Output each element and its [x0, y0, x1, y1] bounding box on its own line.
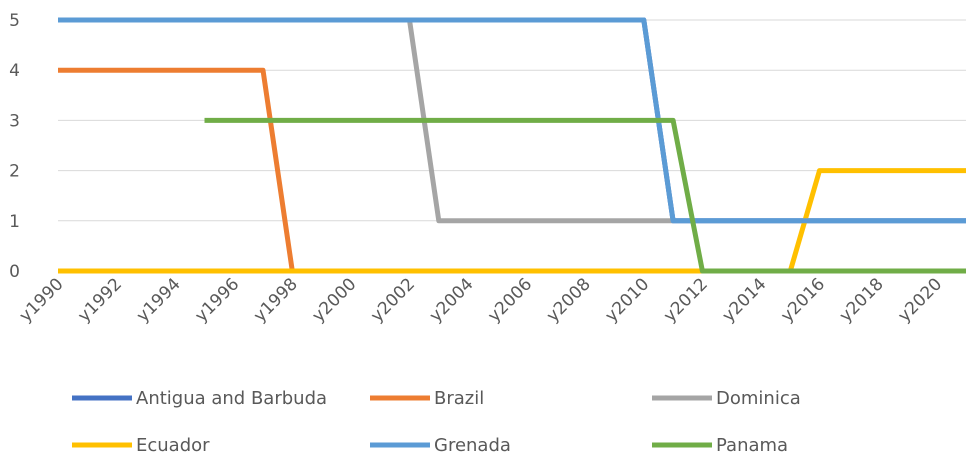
legend-label: Ecuador [136, 435, 210, 456]
gridlines [58, 19, 966, 272]
legend-label: Dominica [716, 388, 801, 409]
x-tick-label: y1992 [74, 274, 126, 326]
x-tick-label: y2010 [601, 274, 653, 326]
legend-label: Grenada [434, 435, 511, 456]
y-tick-label: 0 [9, 262, 20, 282]
legend-label: Antigua and Barbuda [136, 388, 327, 409]
x-tick-label: y2018 [836, 274, 888, 326]
y-tick-label: 2 [9, 162, 20, 182]
x-tick-label: y1994 [133, 274, 185, 326]
x-tick-label: y2012 [660, 274, 712, 326]
legend-item: Antigua and Barbuda [72, 388, 327, 409]
series-line-grenada [58, 17, 966, 224]
x-tick-label: y1990 [16, 274, 68, 326]
legend-item: Panama [652, 435, 788, 456]
series-line-dominica [407, 19, 674, 224]
legend-item: Ecuador [72, 435, 210, 456]
x-tick-label: y2008 [543, 274, 595, 326]
y-tick-label: 1 [9, 212, 20, 232]
x-tick-label: y2006 [484, 274, 536, 326]
x-tick-label: y2002 [367, 274, 419, 326]
legend-item: Grenada [370, 435, 511, 456]
x-tick-label: y2016 [777, 274, 829, 326]
y-axis-ticks: 0 1 2 3 4 5 [9, 11, 20, 282]
x-tick-label: y2000 [309, 274, 361, 326]
legend-item: Dominica [652, 388, 801, 409]
x-tick-label: y1996 [191, 274, 243, 326]
x-tick-label: y2014 [719, 274, 771, 326]
x-tick-label: y1998 [250, 274, 302, 326]
legend: Antigua and Barbuda Brazil Dominica Ecuador… [72, 388, 801, 456]
series-line-panama [204, 117, 966, 274]
series-lines [58, 17, 966, 274]
x-axis-ticks: y1990 y1992 y1994 y1996 y1998 y2000 y2002 y2004… [16, 274, 947, 326]
legend-item: Brazil [370, 388, 484, 409]
y-tick-label: 4 [9, 61, 20, 81]
y-tick-label: 5 [9, 11, 20, 31]
legend-label: Panama [716, 435, 788, 456]
y-tick-label: 3 [9, 111, 20, 131]
x-tick-label: y2020 [894, 274, 946, 326]
series-line-ecuador [58, 168, 966, 274]
legend-label: Brazil [434, 388, 484, 409]
x-tick-label: y2004 [426, 274, 478, 326]
